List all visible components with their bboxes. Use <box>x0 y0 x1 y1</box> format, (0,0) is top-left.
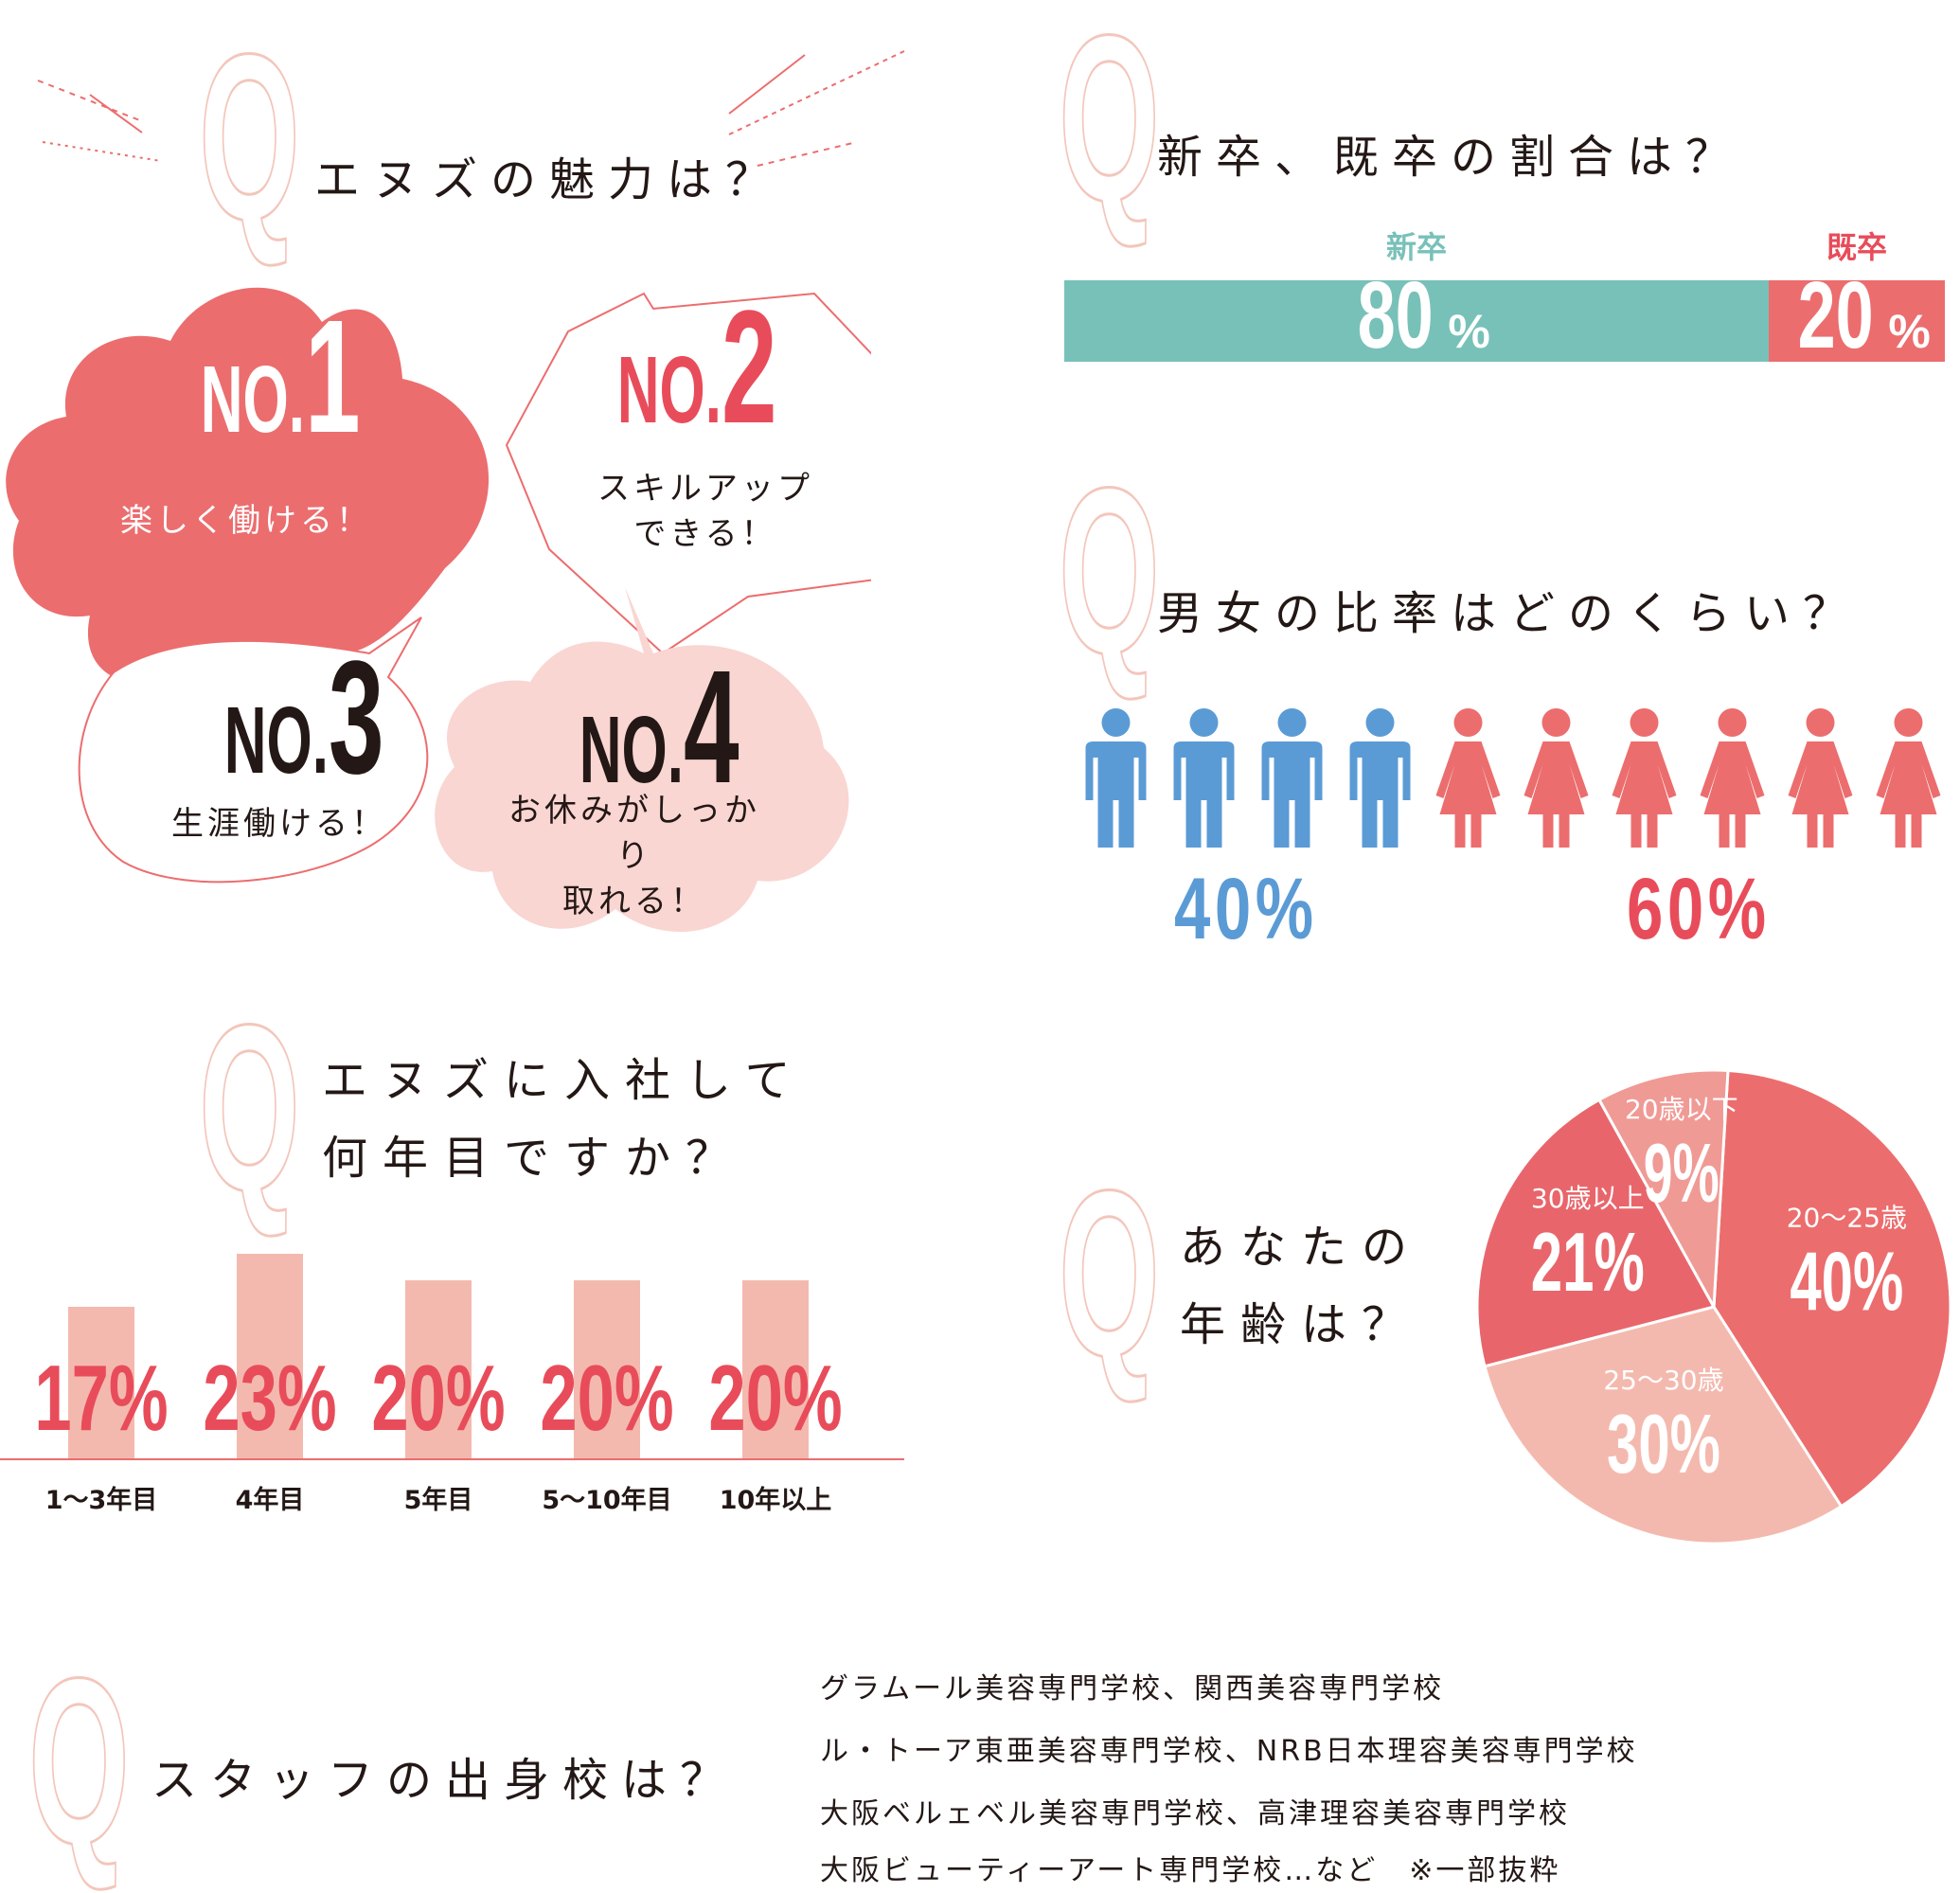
tenure-bar <box>574 1280 640 1458</box>
school-line-3: 大阪ベルェベル美容専門学校、高津理容美容専門学校 <box>820 1797 1570 1830</box>
school-line-1: グラムール美容専門学校、関西美容専門学校 <box>820 1672 1445 1705</box>
new-grad-value: 80% <box>1357 262 1490 368</box>
pie-value-label: 30% <box>1607 1397 1720 1491</box>
graduates-title: 新卒、既卒の割合は？ <box>1157 131 1745 184</box>
gender-people-row <box>1085 708 1941 848</box>
school-line-4: 大阪ビューティーアート専門学校…など ※一部抜粋 <box>820 1854 1561 1887</box>
tenure-value-label: 20% <box>708 1346 843 1450</box>
rank-1-heading: NO.1 <box>200 287 361 467</box>
tenure-category-label: 1〜3年目 <box>45 1486 158 1515</box>
pie-category-label: 30歳以上 <box>1531 1183 1645 1214</box>
male-percentage: 40% <box>1174 861 1318 957</box>
experienced-label: 既卒 <box>1826 229 1887 265</box>
tenure-baseline <box>0 1458 904 1460</box>
tenure-bar <box>742 1280 809 1458</box>
cloud-bubble-4 <box>435 587 849 932</box>
cloud-bubble-1 <box>6 279 490 703</box>
tenure-bar <box>237 1253 303 1458</box>
rank-3-heading: NO.3 <box>223 628 384 808</box>
new-grad-label: 新卒 <box>1385 229 1447 265</box>
female-person-icon <box>1700 708 1765 848</box>
rank-4-caption: お休みがしっかり 取れる！ <box>508 792 760 920</box>
experienced-bar <box>1769 280 1945 362</box>
tenure-category-label: 5〜10年目 <box>542 1486 672 1515</box>
tenure-category-label: 4年目 <box>235 1486 305 1515</box>
female-person-icon <box>1612 708 1677 848</box>
male-person-icon <box>1085 708 1147 848</box>
age-title: あなたの 年齢は？ <box>1180 1221 1423 1351</box>
appeal-bubbles <box>6 279 871 932</box>
tenure-bar-chart: 17% 1〜3年目 23% 4年目 20% 5年目 20% 5〜10年目 20% 10年以上 <box>0 1222 909 1534</box>
tenure-category-label: 5年目 <box>403 1486 473 1515</box>
tenure-value-label: 20% <box>540 1346 674 1450</box>
female-person-icon <box>1523 708 1589 848</box>
q-mark-tenure: Q <box>198 975 301 1240</box>
q-mark-appeal: Q <box>198 5 301 269</box>
female-percentage: 60% <box>1627 861 1771 957</box>
tenure-category-label: 10年以上 <box>719 1486 832 1515</box>
rank-1-caption: 楽しく働ける！ <box>120 502 372 540</box>
pie-slice <box>1483 1305 1844 1545</box>
pie-slice <box>1596 1068 1730 1313</box>
gender-title: 男女の比率はどのくらい？ <box>1157 587 1862 640</box>
pie-value-label: 40% <box>1790 1235 1903 1329</box>
pie-value-label: 21% <box>1531 1215 1645 1309</box>
q-mark-schools: Q <box>27 1629 131 1893</box>
q-mark-graduates: Q <box>1058 0 1161 250</box>
appeal-title: エヌズの魅力は？ <box>314 153 785 206</box>
female-person-icon <box>1435 708 1501 848</box>
male-person-icon <box>1261 708 1323 848</box>
pie-category-label: 20〜25歳 <box>1787 1203 1907 1234</box>
female-person-icon <box>1788 708 1853 848</box>
tenure-title: エヌズに入社して 何年目ですか？ <box>322 1054 806 1185</box>
new-grad-bar <box>1064 280 1769 362</box>
male-person-icon <box>1349 708 1411 848</box>
speech-bubble-3 <box>78 616 429 884</box>
burst-lines-decoration <box>37 50 905 167</box>
tenure-value-label: 20% <box>371 1346 506 1450</box>
school-line-2: ル・トーア東亜美容専門学校、NRB日本理容美容専門学校 <box>820 1735 1638 1768</box>
tenure-bar <box>68 1307 134 1458</box>
graduates-bar-chart: 新卒 既卒 80% 20% <box>1064 223 1945 368</box>
experienced-value: 20% <box>1797 262 1931 368</box>
tenure-bar <box>405 1280 472 1458</box>
rank-4-heading: NO.4 <box>579 637 739 817</box>
male-person-icon <box>1173 708 1235 848</box>
rank-2-heading: NO.2 <box>616 277 777 457</box>
q-mark-gender: Q <box>1058 438 1161 703</box>
schools-title: スタッフの出身校は？ <box>151 1754 739 1807</box>
tenure-value-label: 17% <box>34 1346 169 1450</box>
q-mark-age: Q <box>1058 1141 1161 1405</box>
pie-slice <box>1475 1098 1717 1368</box>
female-person-icon <box>1876 708 1941 848</box>
rank-3-caption: 生涯働ける！ <box>171 805 387 843</box>
pie-category-label: 25〜30歳 <box>1603 1365 1723 1396</box>
speech-bubble-2 <box>505 292 871 655</box>
pie-category-label: 20歳以下 <box>1625 1094 1738 1125</box>
rank-2-caption: スキルアップ できる！ <box>597 470 813 553</box>
pie-value-label: 9% <box>1644 1126 1719 1220</box>
tenure-value-label: 23% <box>203 1346 337 1450</box>
